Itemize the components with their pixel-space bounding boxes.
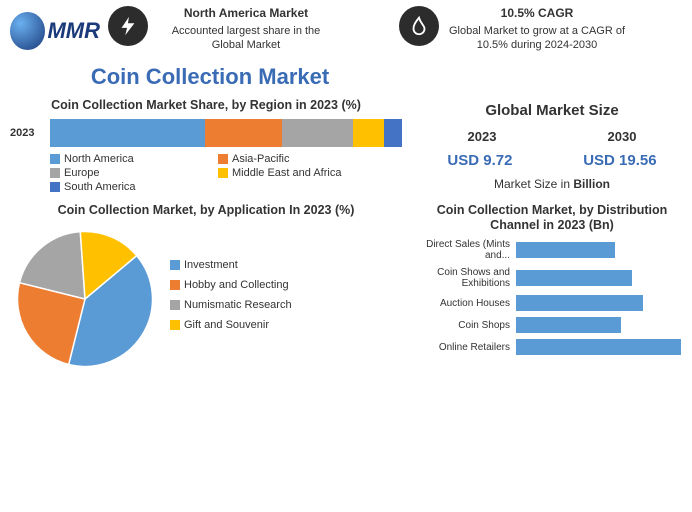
- logo-text: MMR: [47, 18, 100, 44]
- legend-swatch: [50, 154, 60, 164]
- legend-swatch: [170, 320, 180, 330]
- mmr-logo: MMR: [10, 6, 100, 56]
- region-share-chart: Coin Collection Market Share, by Region …: [10, 98, 402, 193]
- legend-label: South America: [64, 181, 136, 193]
- ms-year-2023: 2023: [468, 129, 497, 144]
- bolt-icon: [108, 6, 148, 46]
- stat-body: Global Market to grow at a CAGR of 10.5%…: [447, 24, 627, 53]
- horizontal-bars: Direct Sales (Mints and... Coin Shows and…: [412, 239, 692, 355]
- flame-icon: [399, 6, 439, 46]
- application-pie-chart: Coin Collection Market, by Application I…: [10, 203, 402, 374]
- region-legend: North America Asia-Pacific Europe Middle Ea…: [10, 153, 402, 193]
- ms-val-2023: USD 9.72: [447, 152, 512, 169]
- legend-item: Asia-Pacific: [218, 153, 368, 165]
- bar-row: Online Retailers: [412, 339, 692, 355]
- bar-segment: [384, 119, 402, 147]
- chart-title: Coin Collection Market, by Application I…: [10, 203, 402, 218]
- content-grid: Coin Collection Market Share, by Region …: [0, 98, 692, 374]
- pie-graphic: [10, 224, 160, 374]
- market-size-panel: Global Market Size 2023 2030 USD 9.72 US…: [412, 98, 692, 193]
- distribution-channel-chart: Coin Collection Market, by Distribution …: [412, 203, 692, 374]
- stat-north-america: North America Market Accounted largest s…: [108, 6, 391, 52]
- globe-icon: [10, 12, 45, 50]
- legend-label: Middle East and Africa: [232, 167, 341, 179]
- ms-val-2030: USD 19.56: [583, 152, 656, 169]
- legend-item: Gift and Souvenir: [170, 319, 292, 331]
- legend-swatch: [50, 168, 60, 178]
- stat-title: North America Market: [156, 6, 336, 22]
- stat-title: 10.5% CAGR: [447, 6, 627, 22]
- legend-item: Middle East and Africa: [218, 167, 368, 179]
- bar-row-label: 2023: [10, 127, 44, 139]
- ms-note: Market Size in Billion: [412, 177, 692, 191]
- legend-label: Gift and Souvenir: [184, 319, 269, 331]
- chart-title: Coin Collection Market, by Distribution …: [412, 203, 692, 233]
- market-size-title: Global Market Size: [412, 102, 692, 119]
- bar-row: Coin Shows and Exhibitions: [412, 267, 692, 289]
- pie-legend: Investment Hobby and Collecting Numismatic…: [170, 259, 292, 339]
- bar-label: Coin Shops: [412, 320, 510, 331]
- legend-item: South America: [50, 181, 200, 193]
- bar-row: Direct Sales (Mints and...: [412, 239, 692, 261]
- bar-segment: [353, 119, 385, 147]
- page-title: Coin Collection Market: [60, 64, 360, 90]
- bar: [516, 317, 621, 333]
- legend-label: Numismatic Research: [184, 299, 292, 311]
- bar: [516, 242, 615, 258]
- legend-swatch: [170, 300, 180, 310]
- bar-label: Auction Houses: [412, 298, 510, 309]
- header: MMR North America Market Accounted large…: [0, 0, 692, 60]
- legend-swatch: [218, 154, 228, 164]
- bar: [516, 295, 643, 311]
- bar-segment: [282, 119, 352, 147]
- bar-label: Coin Shows and Exhibitions: [412, 267, 510, 289]
- chart-title: Coin Collection Market Share, by Region …: [10, 98, 402, 113]
- bar-segment: [50, 119, 205, 147]
- legend-label: Europe: [64, 167, 99, 179]
- ms-year-2030: 2030: [608, 129, 637, 144]
- legend-item: Hobby and Collecting: [170, 279, 292, 291]
- legend-item: North America: [50, 153, 200, 165]
- legend-swatch: [170, 280, 180, 290]
- bar-row: Coin Shops: [412, 317, 692, 333]
- bar-segment: [205, 119, 282, 147]
- bar-label: Online Retailers: [412, 342, 510, 353]
- legend-label: North America: [64, 153, 134, 165]
- legend-item: Investment: [170, 259, 292, 271]
- legend-item: Numismatic Research: [170, 299, 292, 311]
- stat-cagr: 10.5% CAGR Global Market to grow at a CA…: [399, 6, 682, 52]
- legend-item: Europe: [50, 167, 200, 179]
- legend-swatch: [170, 260, 180, 270]
- bar: [516, 339, 681, 355]
- bar-label: Direct Sales (Mints and...: [412, 239, 510, 261]
- legend-label: Hobby and Collecting: [184, 279, 289, 291]
- bar: [516, 270, 632, 286]
- legend-label: Asia-Pacific: [232, 153, 289, 165]
- bar-row: Auction Houses: [412, 295, 692, 311]
- legend-label: Investment: [184, 259, 238, 271]
- legend-swatch: [218, 168, 228, 178]
- stacked-bar: [50, 119, 402, 147]
- legend-swatch: [50, 182, 60, 192]
- stat-body: Accounted largest share in the Global Ma…: [156, 24, 336, 53]
